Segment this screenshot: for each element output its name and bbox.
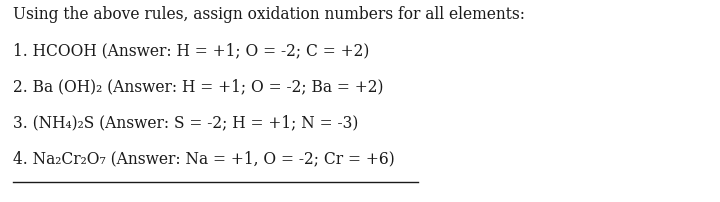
Text: 4. Na₂Cr₂O₇ (Answer: Na = +1, O = -2; Cr = +6): 4. Na₂Cr₂O₇ (Answer: Na = +1, O = -2; Cr… [13, 150, 395, 167]
Text: 3. (NH₄)₂S (Answer: S = -2; H = +1; N = -3): 3. (NH₄)₂S (Answer: S = -2; H = +1; N = … [13, 114, 359, 131]
Text: Using the above rules, assign oxidation numbers for all elements:: Using the above rules, assign oxidation … [13, 6, 525, 23]
Text: 2. Ba (OH)₂ (Answer: H = +1; O = -2; Ba = +2): 2. Ba (OH)₂ (Answer: H = +1; O = -2; Ba … [13, 78, 384, 95]
Text: 1. HCOOH (Answer: H = +1; O = -2; C = +2): 1. HCOOH (Answer: H = +1; O = -2; C = +2… [13, 42, 369, 59]
